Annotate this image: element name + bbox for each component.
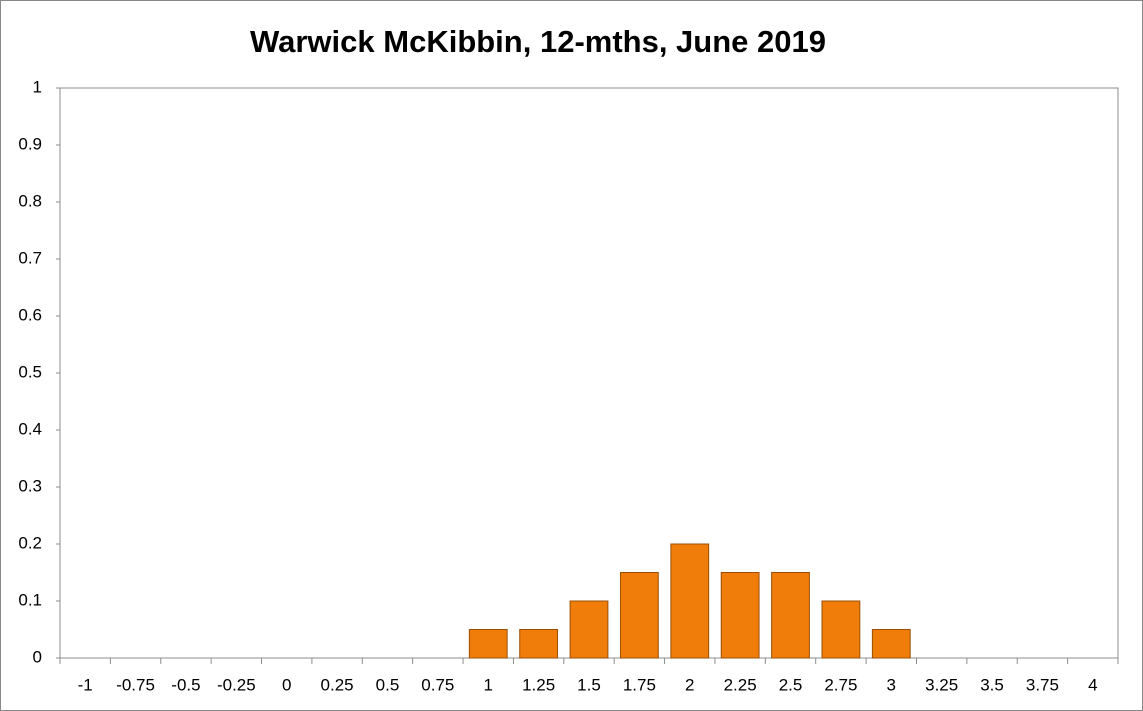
y-tick-label: 0.2 <box>18 533 42 552</box>
y-tick-label: 0.8 <box>18 191 42 210</box>
x-tick-label: 3 <box>887 675 896 694</box>
bar <box>871 629 911 659</box>
x-tick-label: 1.75 <box>623 675 656 694</box>
y-tick-label: 1 <box>33 77 42 96</box>
x-tick-label: 1 <box>484 675 493 694</box>
bar <box>468 629 508 659</box>
x-tick-label: 3.25 <box>925 675 958 694</box>
x-tick-label: -0.75 <box>116 675 155 694</box>
bar <box>821 600 861 659</box>
x-tick-label: 3.5 <box>980 675 1004 694</box>
x-tick-label: 0.75 <box>421 675 454 694</box>
x-tick-label: 2 <box>685 675 694 694</box>
x-tick-label: -1 <box>78 675 93 694</box>
x-tick-label: 0.25 <box>321 675 354 694</box>
x-tick-label: 2.25 <box>724 675 757 694</box>
bar <box>670 543 710 659</box>
y-tick-label: 0.1 <box>18 590 42 609</box>
bar <box>771 572 810 659</box>
x-tick-label: 4 <box>1088 675 1097 694</box>
y-tick-label: 0.5 <box>18 362 42 381</box>
x-tick-label: -0.25 <box>217 675 256 694</box>
y-tick-label: 0.6 <box>18 305 42 324</box>
x-tick-label: 2.75 <box>824 675 857 694</box>
bar <box>519 629 559 659</box>
y-tick-label: 0.4 <box>18 419 42 438</box>
x-tick-label: -0.5 <box>171 675 200 694</box>
chart-title: Warwick McKibbin, 12-mths, June 2019 <box>250 24 826 59</box>
x-tick-label: 1.5 <box>577 675 601 694</box>
y-tick-label: 0 <box>33 647 42 666</box>
bar <box>720 572 760 659</box>
x-tick-label: 1.25 <box>522 675 555 694</box>
x-tick-label: 0.5 <box>376 675 400 694</box>
bar <box>619 572 659 659</box>
x-tick-label: 0 <box>282 675 291 694</box>
x-tick-label: 2.5 <box>779 675 803 694</box>
y-tick-label: 0.3 <box>18 476 42 495</box>
x-tick-label: 3.75 <box>1026 675 1059 694</box>
y-tick-label: 0.7 <box>18 248 42 267</box>
y-tick-label: 0.9 <box>18 134 42 153</box>
bar <box>569 600 609 659</box>
